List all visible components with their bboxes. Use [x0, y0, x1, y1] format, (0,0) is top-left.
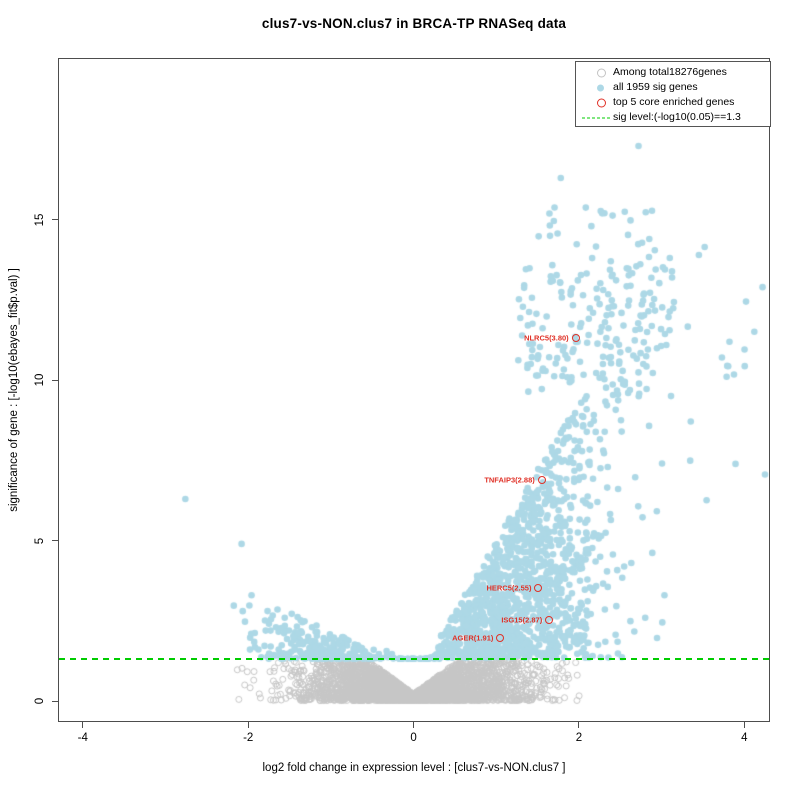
highlighted-gene-marker — [534, 584, 543, 593]
highlighted-gene-label: AGER(1.91) — [452, 633, 494, 643]
legend-label: all 1959 sig genes — [613, 81, 698, 93]
y-tick — [52, 540, 58, 542]
highlighted-gene-label: ISG15(2.87) — [501, 615, 543, 625]
x-tick-label: 0 — [410, 732, 417, 744]
y-axis-label: significance of gene : [-log10(ebayes_fi… — [8, 268, 20, 512]
open-circle-red-icon — [597, 98, 606, 107]
y-tick — [52, 700, 58, 702]
x-tick — [413, 722, 415, 728]
highlighted-gene-marker — [545, 616, 554, 625]
x-tick-label: 2 — [575, 732, 583, 744]
x-tick — [743, 722, 745, 728]
y-tick-label: 10 — [34, 373, 46, 387]
legend-item-sig-level: sig level:(-log10(0.05)==1.3 — [576, 110, 770, 125]
legend-label: sig level:(-log10(0.05)==1.3 — [613, 111, 741, 123]
y-tick — [52, 219, 58, 221]
legend-item-core-enriched: top 5 core enriched genes — [576, 95, 770, 110]
x-tick-label: 4 — [741, 732, 748, 744]
legend-item-sig-genes: all 1959 sig genes — [576, 80, 770, 95]
dashed-line-green-icon — [582, 117, 610, 118]
x-tick — [578, 722, 580, 728]
legend-label: Among total18276genes — [613, 66, 727, 78]
plot-title: clus7-vs-NON.clus7 in BRCA-TP RNASeq dat… — [261, 16, 567, 31]
highlighted-gene-marker — [571, 333, 580, 342]
x-axis-label: log2 fold change in expression level : [… — [262, 762, 566, 774]
highlighted-gene-marker — [537, 476, 546, 485]
filled-circle-blue-icon — [597, 84, 604, 91]
x-tick — [247, 722, 249, 728]
y-tick — [52, 379, 58, 381]
x-tick — [82, 722, 84, 728]
highlighted-gene-label: NLRC5(3.80) — [524, 333, 569, 343]
y-tick-label: 5 — [34, 537, 46, 544]
x-tick-label: -2 — [243, 732, 254, 744]
highlighted-gene-label: HERC5(2.55) — [486, 583, 532, 593]
sig-threshold-line — [59, 658, 769, 661]
highlighted-gene-label: TNFAIP3(2.88) — [484, 475, 535, 485]
x-tick-label: -4 — [77, 732, 88, 744]
scatter-canvas — [58, 58, 770, 722]
open-circle-gray-icon — [597, 68, 606, 77]
y-tick-label: 0 — [34, 697, 46, 705]
legend-box: Among total18276genes all 1959 sig genes… — [575, 61, 771, 127]
legend-label: top 5 core enriched genes — [613, 96, 735, 108]
y-tick-label: 15 — [34, 213, 46, 227]
highlighted-gene-marker — [496, 634, 505, 643]
legend-item-total-genes: Among total18276genes — [576, 65, 770, 80]
